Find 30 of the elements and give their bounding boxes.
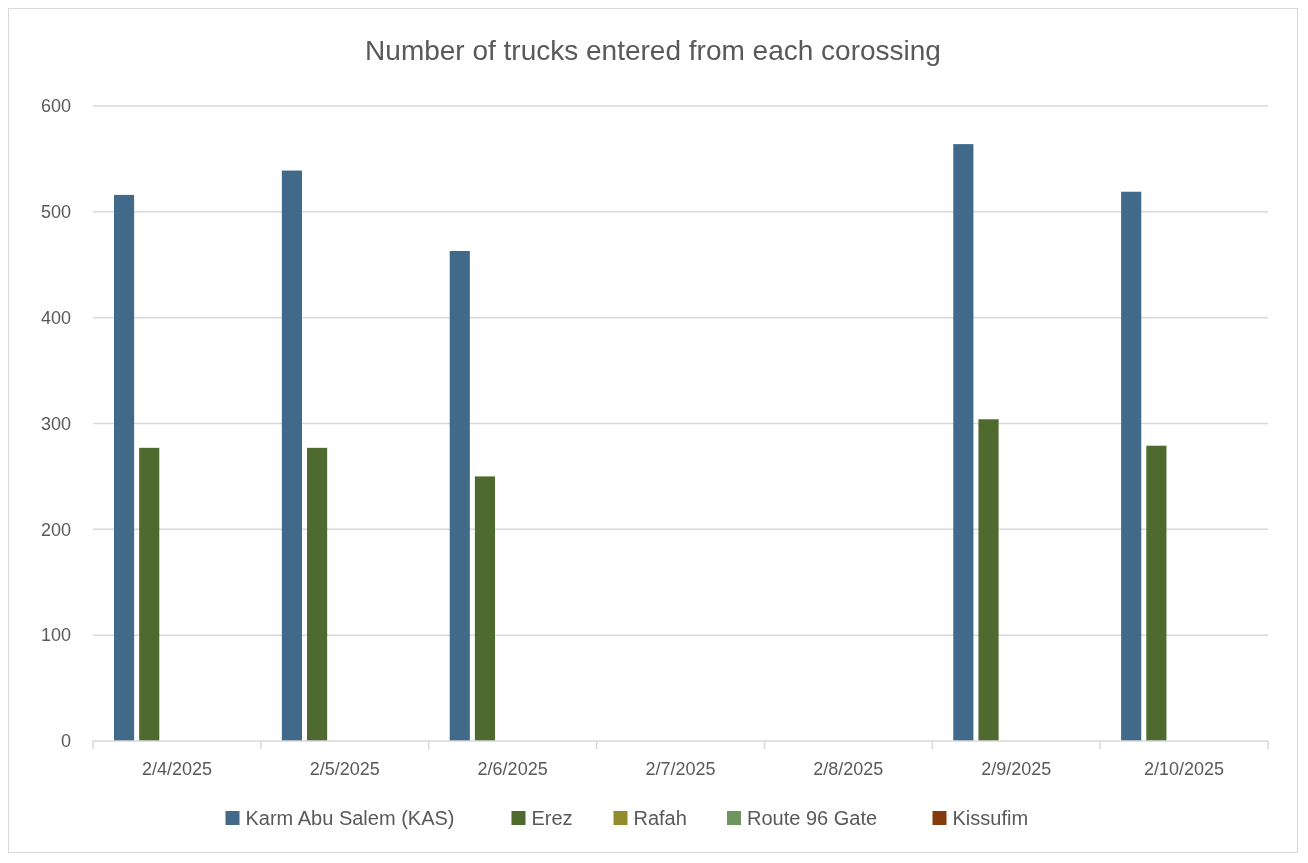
y-tick-label: 400 bbox=[40, 307, 71, 328]
chart-title: Number of trucks entered from each corossing bbox=[365, 35, 941, 66]
x-tick-label: 2/8/2025 bbox=[813, 759, 884, 779]
y-tick-label: 200 bbox=[40, 519, 71, 540]
x-tick-label: 2/6/2025 bbox=[477, 759, 548, 779]
x-tick-label: 2/4/2025 bbox=[141, 759, 212, 779]
x-tick-label: 2/7/2025 bbox=[645, 759, 716, 779]
bar bbox=[307, 447, 328, 741]
bar bbox=[978, 419, 999, 741]
y-tick-label: 600 bbox=[40, 96, 71, 117]
y-tick-label: 300 bbox=[40, 413, 71, 434]
y-tick-label: 500 bbox=[40, 202, 71, 223]
legend-label: Erez bbox=[531, 807, 573, 829]
bar bbox=[449, 250, 470, 741]
legend-label: Karm Abu Salem (KAS) bbox=[245, 807, 455, 829]
bar bbox=[113, 194, 135, 741]
y-tick-label: 0 bbox=[60, 731, 71, 752]
x-tick-label: 2/5/2025 bbox=[309, 759, 380, 779]
x-tick-label: 2/9/2025 bbox=[981, 759, 1052, 779]
bar bbox=[474, 476, 496, 741]
legend-label: Route 96 Gate bbox=[747, 807, 878, 829]
bar bbox=[1146, 445, 1167, 741]
bar bbox=[281, 170, 302, 741]
bar bbox=[139, 447, 160, 741]
x-tick-label: 2/10/2025 bbox=[1144, 759, 1225, 779]
bar bbox=[953, 144, 974, 741]
bar bbox=[1121, 191, 1142, 741]
legend-label: Kissufim bbox=[952, 807, 1029, 829]
legend-label: Rafah bbox=[633, 807, 687, 829]
y-tick-label: 100 bbox=[40, 625, 71, 646]
